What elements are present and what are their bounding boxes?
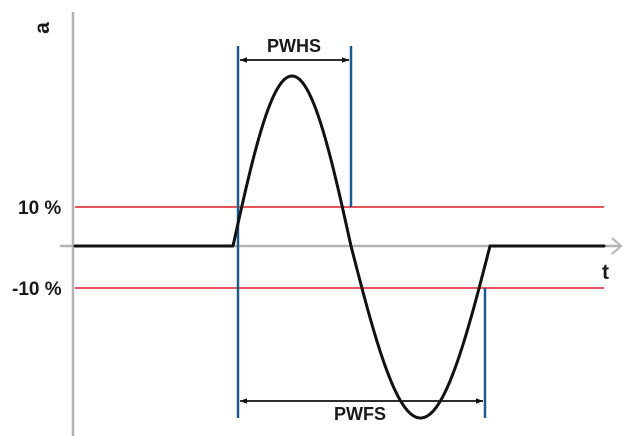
pos-threshold-label: 10 %	[18, 198, 61, 219]
neg-threshold-label: -10 %	[12, 279, 62, 300]
pwfs-label: PWFS	[334, 404, 386, 424]
pwhs-label: PWHS	[267, 36, 321, 56]
x-axis-label: t	[602, 261, 609, 284]
y-axis-label: a	[31, 22, 54, 34]
waveform-curve	[73, 74, 606, 420]
x-axis-arrow-icon	[611, 237, 623, 255]
